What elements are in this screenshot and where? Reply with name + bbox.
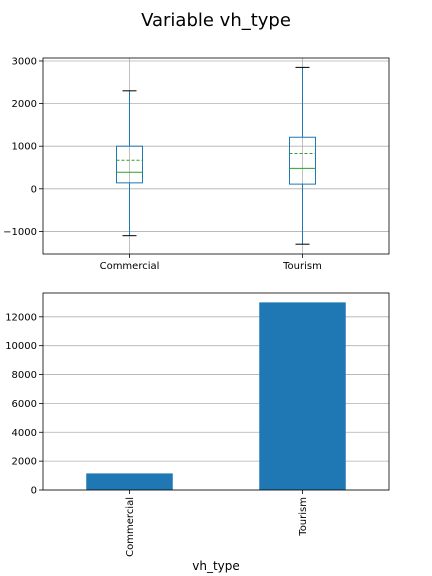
bar-tourism bbox=[259, 302, 346, 490]
bar-y-tick-label: 6000 bbox=[12, 399, 37, 410]
figure-title: Variable vh_type bbox=[141, 10, 291, 31]
boxplot-marks bbox=[116, 66, 316, 245]
boxplot-y-tick-label: −1000 bbox=[3, 227, 37, 238]
boxplot-x-tick-label-tourism: Tourism bbox=[282, 261, 322, 272]
boxplot-x-tick-label-commercial: Commercial bbox=[100, 261, 160, 272]
boxplot-chart: −1000 0 1000 2000 3000 Commercial Tourism bbox=[3, 56, 390, 272]
boxplot-y-tick-label: 1000 bbox=[12, 142, 37, 153]
bar-y-tick-label: 10000 bbox=[5, 341, 37, 352]
boxplot-axes: −1000 0 1000 2000 3000 Commercial Tourism bbox=[3, 56, 390, 272]
bar-y-tick-label: 2000 bbox=[12, 457, 37, 468]
bar-commercial bbox=[86, 473, 173, 490]
box-commercial bbox=[116, 145, 143, 184]
boxplot-y-tick-label: 3000 bbox=[12, 56, 37, 67]
bar-x-axis-label: vh_type bbox=[192, 559, 240, 573]
bar-y-tick-label: 0 bbox=[31, 486, 37, 497]
bar-axes: 0 2000 4000 6000 8000 10000 12000 Commercial Tou… bbox=[5, 292, 390, 557]
bar-x-tick-label-tourism: Tourism bbox=[298, 497, 309, 537]
bar-frame bbox=[42, 292, 390, 491]
boxplot-y-tick-label: 2000 bbox=[12, 99, 37, 110]
bar-y-tick-label: 8000 bbox=[12, 370, 37, 381]
boxplot-y-tick-label: 0 bbox=[31, 184, 37, 195]
boxplot-grid bbox=[43, 58, 389, 254]
bar-marks bbox=[86, 302, 346, 490]
bar-y-tick-label: 12000 bbox=[5, 312, 37, 323]
bar-chart: 0 2000 4000 6000 8000 10000 12000 Commercial Tou… bbox=[5, 292, 390, 573]
box-tourism bbox=[289, 136, 316, 185]
boxplot-frame bbox=[42, 57, 390, 255]
bar-x-tick-label-commercial: Commercial bbox=[125, 497, 136, 557]
bar-y-tick-label: 4000 bbox=[12, 428, 37, 439]
